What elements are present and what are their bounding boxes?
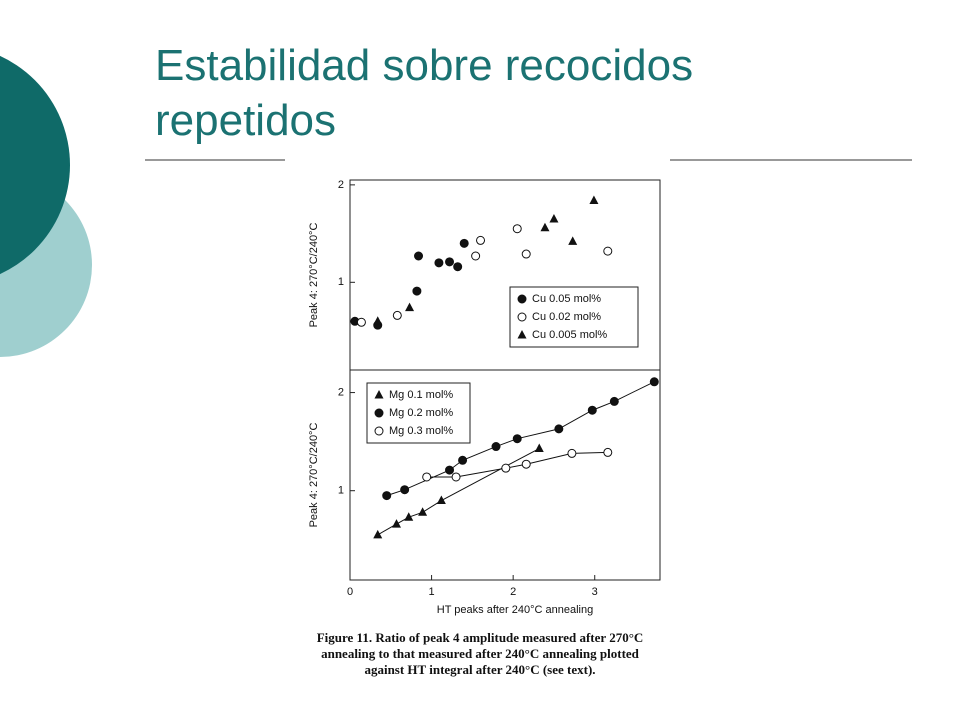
y-tick-label: 2 [338,386,344,398]
point [404,512,414,521]
point [589,195,599,204]
point [471,251,481,261]
point [453,262,463,272]
legend-marker [517,294,527,304]
point [392,310,402,320]
point [476,235,486,245]
point [373,529,383,539]
point [603,246,613,256]
x-axis-label: HT peaks after 240°C annealing [437,604,593,616]
caption: annealing to that measured after 240°C a… [321,646,640,661]
caption: Figure 11. Ratio of peak 4 amplitude mea… [317,630,644,645]
point [534,443,544,453]
point [609,396,619,406]
caption: against HT integral after 240°C (see tex… [364,662,595,677]
point [512,434,522,444]
legend-label: Mg 0.2 mol% [389,407,453,419]
x-tick-label: 0 [347,586,353,598]
legend-label: Cu 0.005 mol% [532,329,607,341]
legend-box [509,286,639,348]
slide-title: Estabilidad sobre recocidos [155,41,693,90]
slide-title: repetidos [155,96,336,145]
point [400,485,410,495]
point [568,236,578,245]
panel-frame [349,369,661,581]
decor-circle [0,55,70,275]
legend-label: Mg 0.3 mol% [389,425,453,437]
point [549,213,559,223]
point [521,459,531,469]
point [373,316,383,325]
point [445,257,455,267]
legend-marker [374,426,384,436]
point [501,463,511,473]
point [649,377,659,387]
point [436,495,446,505]
point [434,258,444,268]
point [567,448,577,458]
legend-label: Cu 0.02 mol% [532,311,601,323]
legend-marker [374,408,384,418]
point [418,507,428,516]
legend-label: Mg 0.1 mol% [389,389,453,401]
point [458,455,468,465]
point [491,442,501,452]
point [603,447,613,457]
point [405,302,415,312]
point [445,465,455,475]
legend-label: Cu 0.05 mol% [532,293,601,305]
x-tick-label: 3 [592,586,598,598]
point [587,405,597,415]
y-tick-label: 1 [338,485,344,497]
point [422,472,432,482]
point [540,222,550,232]
point [554,424,564,434]
point [382,491,392,501]
point [459,238,469,248]
point [521,249,531,259]
point [414,251,424,261]
y-tick-label: 1 [338,276,344,288]
legend-marker [517,330,527,339]
legend-box [366,382,471,444]
point [512,224,522,234]
series-line [426,451,608,478]
point [392,519,401,528]
legend-marker [517,312,527,322]
y-axis-label: Peak 4: 270°C/240°C [308,223,320,328]
point [451,472,461,482]
y-axis-label: Peak 4: 270°C/240°C [308,423,320,528]
y-tick-label: 2 [338,179,344,191]
point [356,317,366,327]
x-tick-label: 2 [510,586,516,598]
x-tick-label: 1 [429,586,435,598]
point [412,286,422,296]
legend-marker [374,390,384,399]
